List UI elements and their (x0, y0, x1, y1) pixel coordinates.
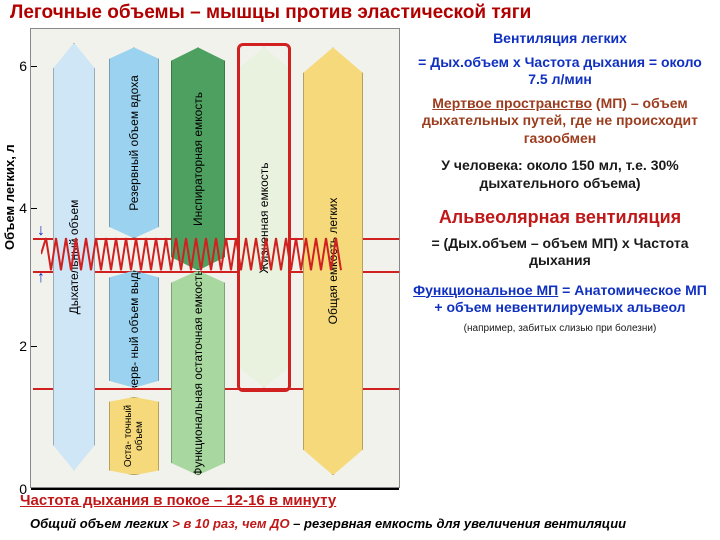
note2-part1: Общий объем легких (30, 516, 172, 531)
note2-highlight: > в 10 раз, чем ДО (172, 516, 293, 531)
tidal-arrow-up: ↑ (37, 269, 45, 287)
residual: Оста- точный объем (109, 397, 159, 475)
ventilation-formula: = Дых.объем х Частота дыхания = около 7.… (408, 54, 712, 89)
deadspace-abbr: (МП) (596, 95, 627, 111)
functional-ds-title: Функциональное МП (413, 282, 558, 298)
residual-label: Оста- точный объем (123, 400, 145, 472)
breathing-waveform (41, 236, 391, 272)
y-tick: 2 (13, 338, 27, 354)
note2-part2: – резервная емкость для увеличения венти… (293, 516, 626, 531)
page-title: Легочные объемы – мышцы против эластичес… (10, 2, 710, 24)
lung-volume-chart: 0246Дыхательный объемРезервный объем вдо… (30, 28, 400, 488)
exp-reserve: Резерв- ный объем выдоха (109, 271, 159, 388)
breathing-rate-note: Частота дыхания в покое – 12-16 в минуту (20, 492, 336, 509)
text-panel: Вентиляция легких = Дых.объем х Частота … (408, 30, 712, 341)
frc: Функциональная остаточная емкость (171, 271, 225, 476)
alveolar-title: Альвеолярная вентиляция (408, 206, 712, 229)
insp-reserve: Резервный объем вдоха (109, 47, 159, 238)
tidal-arrow-down: ↓ (37, 222, 45, 240)
frc-label: Функциональная остаточная емкость (191, 269, 205, 476)
ventilation-title: Вентиляция легких (493, 30, 627, 46)
functional-ds-note: (например, забитых слизью при болезни) (408, 323, 712, 336)
exp-reserve-label: Резерв- ный объем выдоха (127, 253, 141, 405)
insp-reserve-label: Резервный объем вдоха (127, 75, 141, 211)
total-volume-note: Общий объем легких > в 10 раз, чем ДО – … (30, 516, 710, 531)
vital-capacity-highlight (237, 43, 291, 393)
y-tick: 4 (13, 200, 27, 216)
deadspace-human: У человека: около 150 мл, т.е. 30% дыхат… (408, 157, 712, 192)
y-tick: 6 (13, 58, 27, 74)
deadspace-title: Мертвое пространство (432, 95, 592, 111)
alveolar-formula: = (Дых.объем – объем МП) х Частота дыхан… (408, 235, 712, 270)
insp-capacity-label: Инспираторная емкость (191, 92, 205, 226)
y-axis-label: Объем легких, л (2, 144, 17, 250)
